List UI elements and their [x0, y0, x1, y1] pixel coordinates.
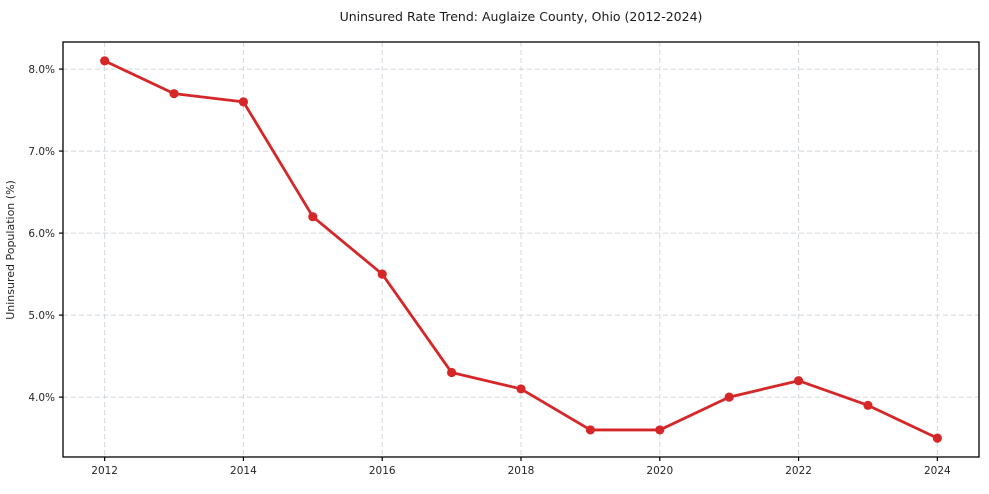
data-point: [655, 425, 665, 435]
y-tick-label: 5.0%: [28, 310, 55, 322]
plot-border: [62, 41, 980, 458]
y-tick-label: 4.0%: [28, 392, 55, 404]
y-tick-label: 7.0%: [28, 146, 55, 158]
data-point: [516, 384, 526, 394]
data-point: [238, 97, 249, 107]
chart-title: Uninsured Rate Trend: Auglaize County, O…: [340, 9, 703, 24]
axis-ticks: 2012 2014 2016 2018 2020 2022 2024 4.0% 5.0% 6.0%…: [28, 64, 951, 477]
data-point: [308, 212, 318, 222]
y-tick-label: 8.0%: [28, 64, 55, 76]
data-point: [377, 269, 387, 279]
data-point: [169, 89, 179, 99]
data-point: [863, 400, 873, 410]
y-tick-label: 6.0%: [28, 228, 55, 240]
x-tick-label: 2018: [508, 465, 535, 477]
data-point: [932, 433, 942, 443]
data-point: [724, 392, 734, 402]
data-point: [585, 425, 595, 435]
x-tick-label: 2024: [924, 465, 951, 477]
x-tick-label: 2012: [91, 465, 118, 477]
x-tick-label: 2014: [230, 465, 257, 477]
series-uninsured-rate: [100, 56, 942, 443]
x-tick-label: 2022: [785, 465, 812, 477]
y-axis-label: Uninsured Population (%): [4, 180, 17, 320]
x-tick-label: 2020: [646, 465, 673, 477]
x-tick-label: 2016: [369, 465, 396, 477]
data-point: [447, 367, 457, 378]
data-point: [793, 376, 804, 386]
data-point: [100, 56, 110, 66]
